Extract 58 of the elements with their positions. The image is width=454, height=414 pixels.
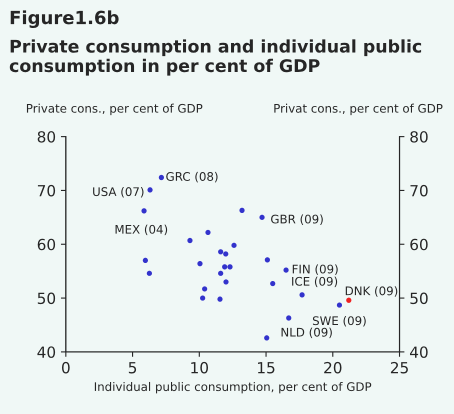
- y-tick-label: 50: [38, 292, 56, 304]
- annotation: GRC (08): [166, 172, 218, 182]
- point: [217, 296, 223, 302]
- point: [147, 187, 153, 192]
- y-axis-title: Private cons., per cent of GDP: [26, 104, 202, 116]
- x-tick-label: 0: [62, 362, 70, 374]
- point: [283, 267, 289, 273]
- y-tick-label: 80: [38, 131, 56, 143]
- y2-axis-title: Privat cons., per cent of GDP: [274, 104, 442, 116]
- x-tick-label: 5: [128, 362, 136, 374]
- point: [146, 270, 152, 276]
- point: [158, 174, 164, 180]
- y-tick-label: 40: [37, 346, 56, 358]
- annotation: ICE (09): [292, 276, 338, 288]
- point: [259, 214, 265, 220]
- point: [222, 264, 228, 270]
- point: [299, 292, 305, 298]
- point: [200, 295, 206, 301]
- annotation: DNK (09): [346, 286, 398, 297]
- point: [231, 242, 237, 248]
- y2-tick-label: 40: [410, 346, 428, 358]
- point: [142, 258, 148, 264]
- y2-tick-label: 70: [410, 184, 428, 196]
- x-axis-title: Individual public consumption, per cent of GDP: [94, 382, 372, 394]
- point: [264, 335, 270, 341]
- point: [346, 298, 352, 303]
- x-tick-label: 10: [191, 362, 208, 374]
- annotation: MEX (04): [116, 224, 168, 236]
- x-tick-label: 25: [390, 362, 408, 374]
- y2-tick-label: 50: [410, 292, 428, 304]
- annotation: FIN (09): [292, 264, 338, 275]
- point: [197, 261, 203, 266]
- y2-tick-label: 60: [410, 238, 428, 250]
- chart-title: Figure1.6b: [10, 10, 119, 28]
- y-tick-label: 70: [38, 184, 56, 196]
- y2-tick-label: 80: [410, 131, 428, 143]
- point: [227, 264, 233, 270]
- point: [218, 270, 224, 276]
- x-tick-label: 20: [324, 362, 342, 374]
- point: [264, 257, 270, 262]
- point: [223, 279, 229, 285]
- point: [205, 230, 211, 236]
- x-tick-label: 15: [258, 362, 274, 374]
- annotation: NLD (09): [282, 328, 332, 338]
- point: [223, 251, 228, 257]
- point: [218, 249, 224, 254]
- annotation: GBR (09): [271, 214, 323, 225]
- point: [270, 280, 276, 286]
- y-tick-label: 60: [38, 238, 56, 250]
- annotation: USA (07): [93, 186, 144, 198]
- point: [202, 286, 208, 292]
- point: [239, 208, 245, 213]
- annotation: SWE (09): [312, 316, 366, 327]
- point: [336, 302, 342, 308]
- point: [286, 315, 292, 321]
- point: [187, 238, 193, 244]
- chart-subtitle: Private consumption and individual public consumption in per cent of GDP: [10, 39, 422, 76]
- point: [141, 208, 147, 214]
